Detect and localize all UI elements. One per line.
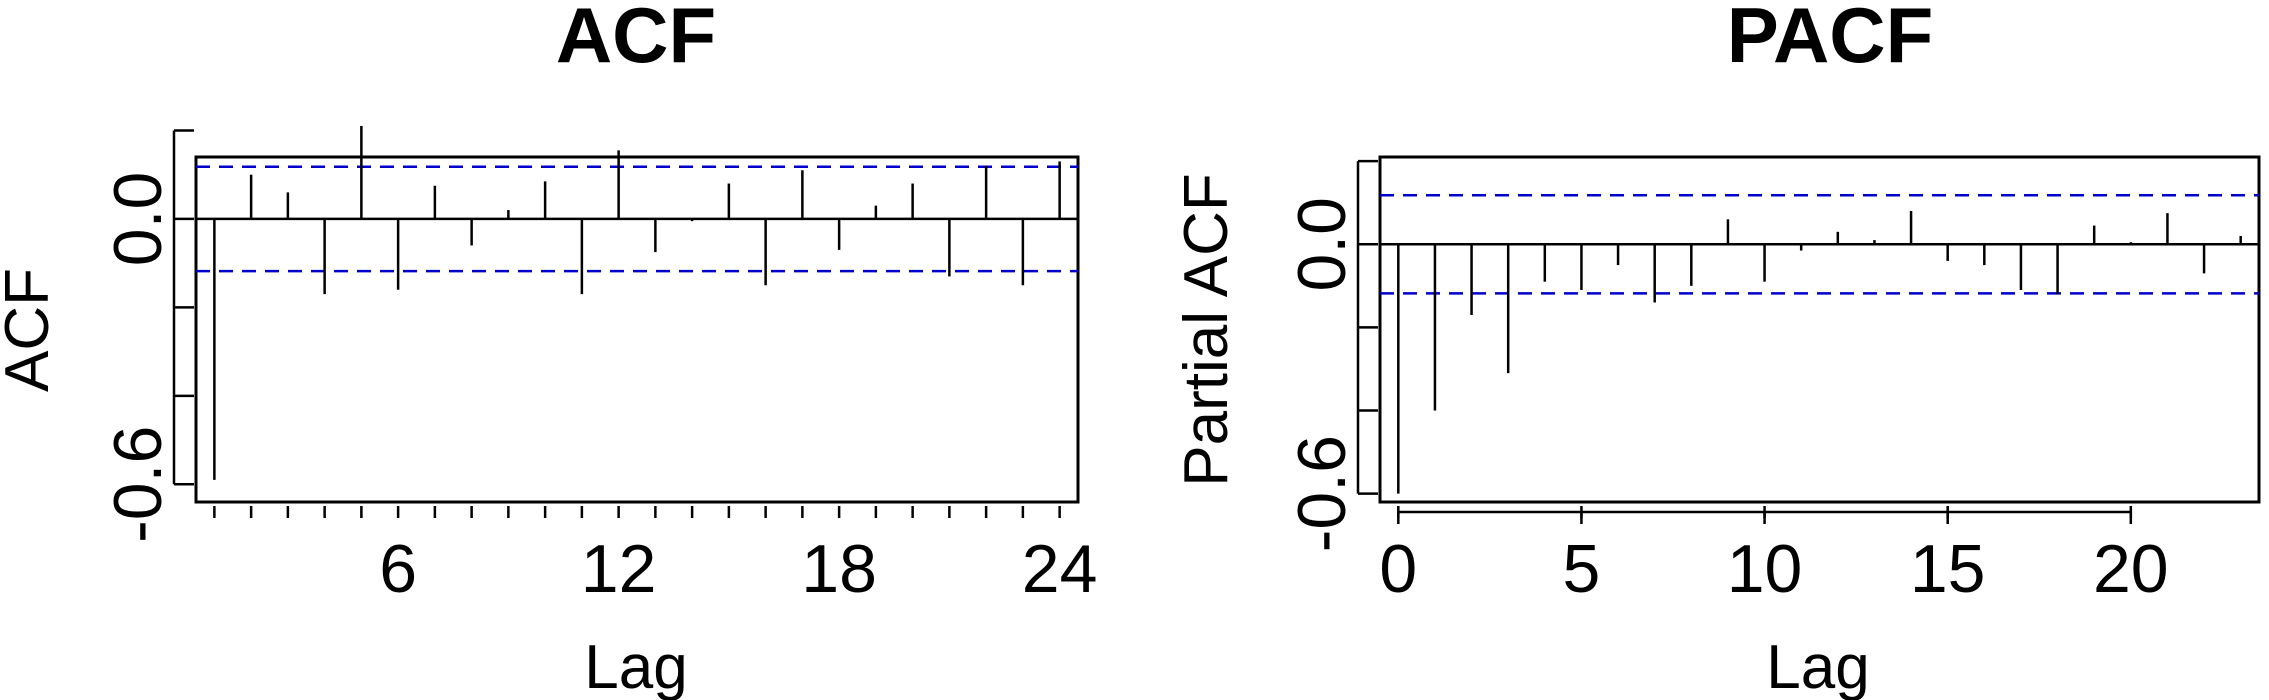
pacf-y-axis-label: Partial ACF	[1172, 173, 1241, 487]
pacf-x-tick-label-5: 5	[1563, 531, 1601, 607]
acf-bars	[213, 126, 1061, 480]
pacf-y-tick-label--0.6: -0.6	[1284, 435, 1360, 552]
pacf-plot-frame	[1378, 155, 2261, 504]
acf-x-tick-label-18: 18	[801, 531, 877, 607]
pacf-confidence-bands	[1380, 193, 2259, 295]
pacf-x-axis-label: Lag	[1766, 633, 1869, 700]
pacf-panel: PACF 0 5 10 15 20 -0.6 0.0 Lag Partial ACF	[1172, 0, 2261, 700]
acf-x-tick-label-6: 6	[379, 531, 417, 607]
acf-y-axis-label: ACF	[0, 268, 62, 392]
pacf-title: PACF	[1727, 0, 1934, 79]
pacf-x-tick-label-0: 0	[1379, 531, 1417, 607]
pacf-y-tick-label-0.0: 0.0	[1284, 197, 1360, 292]
acf-y-tick-label-0.0: 0.0	[100, 172, 176, 267]
pacf-x-axis: 0 5 10 15 20	[1379, 506, 2169, 607]
acf-x-axis: 6 12 18 24	[213, 506, 1098, 607]
pacf-x-tick-label-20: 20	[2093, 531, 2169, 607]
acf-y-axis: -0.6 0.0	[100, 129, 194, 543]
pacf-y-axis: -0.6 0.0	[1284, 159, 1378, 552]
acf-x-tick-label-24: 24	[1022, 531, 1098, 607]
acf-panel: ACF 6 12 18 24 -0.6 0.0 Lag ACF	[0, 0, 1097, 700]
acf-x-tick-label-12: 12	[581, 531, 657, 607]
acf-confidence-bands	[196, 165, 1078, 273]
acf-y-tick-label--0.6: -0.6	[100, 426, 176, 543]
pacf-bars	[1397, 211, 2242, 494]
acf-x-axis-label: Lag	[584, 633, 687, 700]
pacf-x-tick-label-10: 10	[1727, 531, 1803, 607]
acf-title: ACF	[556, 0, 716, 79]
pacf-x-tick-label-15: 15	[1910, 531, 1986, 607]
acf-plot-frame	[194, 155, 1080, 504]
